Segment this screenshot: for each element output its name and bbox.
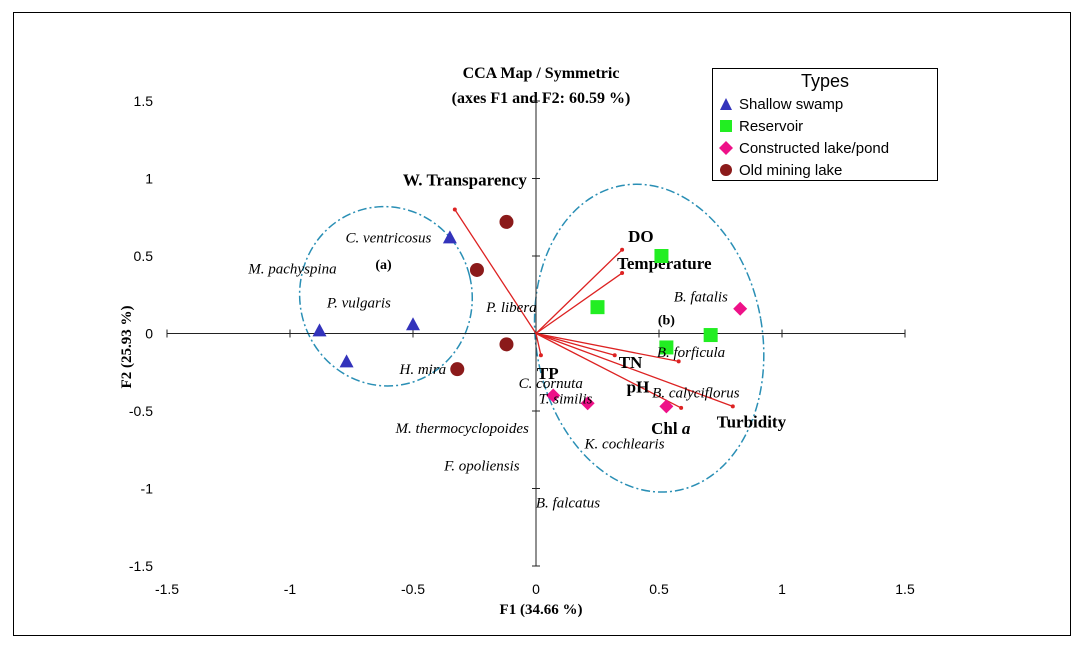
x-tick-label: -0.5 bbox=[401, 581, 425, 597]
vector-label-w-transparency: W. Transparency bbox=[403, 171, 528, 190]
vector-label-tn: TN bbox=[619, 353, 643, 372]
species-label-b-fatalis: B. fatalis bbox=[674, 289, 728, 305]
shallow-swamp-point bbox=[339, 354, 354, 368]
species-label-k-cochlearis: K. cochlearis bbox=[584, 437, 665, 453]
y-tick-label: -1.5 bbox=[129, 558, 153, 574]
ellipse-group-b bbox=[533, 183, 765, 493]
vector-chl-a bbox=[535, 332, 682, 409]
old-mining-lake-point bbox=[499, 214, 514, 229]
legend-label: Reservoir bbox=[739, 117, 804, 135]
y-tick-label: 0 bbox=[145, 326, 153, 342]
species-labels: C. ventricosus M. pachyspina P. vulgaris H.… bbox=[247, 230, 740, 511]
legend-label: Shallow swamp bbox=[739, 95, 844, 113]
vector-tn bbox=[535, 332, 615, 356]
vector-label-turbidity: Turbidity bbox=[717, 412, 787, 431]
vector-tip-tn bbox=[612, 353, 617, 358]
group-ellipses bbox=[298, 183, 765, 493]
circle-marker-icon bbox=[719, 163, 733, 177]
shallow-swamp-point bbox=[442, 230, 457, 244]
vector-tip-turbidity bbox=[730, 404, 735, 409]
species-label-c-cornuta: C. cornuta bbox=[519, 376, 583, 392]
tick-labels: -1.5 -1 -0.5 0 0.5 1 1.5 -1.5 -1 -0.5 0 0.5 1 1.5 bbox=[129, 93, 915, 597]
legend-label: Constructed lake/pond bbox=[739, 139, 890, 157]
species-label-h-mira: H. mira bbox=[399, 362, 447, 378]
group-label-a: (a) bbox=[375, 258, 392, 273]
species-label-f-opoliensis: F. opoliensis bbox=[443, 458, 520, 474]
y-tick-label: 1.5 bbox=[134, 93, 154, 109]
reservoir-point bbox=[654, 249, 669, 263]
vector-w-transparency bbox=[454, 209, 537, 334]
y-axis-label: F2 (25.93 %) bbox=[119, 306, 135, 389]
x-tick-label: -1 bbox=[284, 581, 297, 597]
shallow-swamp-point bbox=[406, 317, 420, 331]
constructed-lake-pond-point bbox=[659, 399, 674, 414]
legend-item-old-mining-lake: Old mining lake bbox=[713, 159, 937, 181]
vector-tip-tp bbox=[538, 353, 543, 358]
legend-title: Types bbox=[800, 71, 850, 91]
triangle-marker-icon bbox=[719, 97, 733, 111]
legend-item-reservoir: Reservoir bbox=[713, 115, 937, 137]
vector-tp bbox=[535, 333, 542, 356]
shallow-swamp-point bbox=[312, 323, 327, 337]
constructed-lake-pond-point bbox=[580, 396, 595, 411]
y-tick-label: 1 bbox=[145, 171, 153, 187]
reservoir-point bbox=[590, 300, 605, 315]
vector-turbidity bbox=[535, 332, 734, 407]
vector-label-chl-a: Chl a bbox=[651, 419, 691, 438]
old-mining-lake-point bbox=[499, 337, 514, 352]
species-label-b-forficula: B. forficula bbox=[657, 345, 725, 361]
vector-label-tp: TP bbox=[537, 364, 559, 383]
vector-label-ph: pH bbox=[627, 377, 650, 396]
group-labels: (a) (b) bbox=[375, 258, 675, 329]
diamond-marker-icon bbox=[719, 141, 733, 155]
x-axis-label: F1 (34.66 %) bbox=[500, 602, 583, 618]
x-tick-label: 1.5 bbox=[895, 581, 915, 597]
species-label-m-pachyspina: M. pachyspina bbox=[247, 261, 336, 277]
vector-ph bbox=[535, 332, 679, 363]
x-tick-label: 0.5 bbox=[649, 581, 669, 597]
constructed-lake-pond-point bbox=[546, 388, 561, 403]
reservoir-point bbox=[659, 340, 674, 355]
figure-frame bbox=[13, 12, 1071, 636]
site-points bbox=[312, 214, 748, 414]
chart-subtitle: (axes F1 and F2: 60.59 %) bbox=[452, 90, 631, 107]
vector-tip-w-transparency bbox=[452, 207, 457, 212]
legend-label: Old mining lake bbox=[739, 161, 843, 179]
x-tick-label: 1 bbox=[778, 581, 786, 597]
species-label-p-vulgaris: P. vulgaris bbox=[326, 296, 391, 312]
constructed-lake-pond-point bbox=[733, 301, 748, 316]
species-label-m-thermocyclopoides: M. thermocyclopoides bbox=[395, 421, 529, 437]
y-tick-label: -0.5 bbox=[129, 403, 153, 419]
vector-label-temperature: Temperature bbox=[617, 254, 712, 273]
y-tick-label: 0.5 bbox=[134, 248, 154, 264]
species-label-c-ventricosus: C. ventricosus bbox=[345, 230, 431, 246]
legend-item-shallow-swamp: Shallow swamp bbox=[713, 93, 937, 115]
reservoir-point bbox=[703, 328, 718, 343]
vector-tip-ph bbox=[676, 359, 681, 364]
environmental-vectors: W. Transparency DO Temperature TP TN pH Chl a T… bbox=[403, 171, 787, 438]
vector-tip-chl-a bbox=[679, 405, 684, 410]
vector-do bbox=[535, 249, 623, 334]
species-label-t-similis: T. similis bbox=[539, 392, 593, 408]
vector-tip-temperature bbox=[620, 271, 625, 276]
chart-title: CCA Map / Symmetric bbox=[463, 65, 620, 82]
species-label-p-libera: P. libera bbox=[485, 300, 537, 316]
x-tick-label: -1.5 bbox=[155, 581, 179, 597]
ellipse-group-a bbox=[298, 205, 474, 387]
species-label-b-calyciflorus: B. calyciflorus bbox=[652, 385, 740, 401]
vector-label-do: DO bbox=[628, 227, 654, 246]
vector-temperature bbox=[535, 272, 623, 335]
group-label-b: (b) bbox=[658, 314, 675, 329]
old-mining-lake-point bbox=[450, 362, 465, 377]
vector-tip-do bbox=[620, 247, 625, 252]
y-tick-label: -1 bbox=[141, 481, 154, 497]
legend-item-constructed-lake: Constructed lake/pond bbox=[713, 137, 937, 159]
old-mining-lake-point bbox=[469, 262, 484, 277]
x-tick-label: 0 bbox=[532, 581, 540, 597]
square-marker-icon bbox=[719, 119, 733, 133]
species-label-b-falcatus: B. falcatus bbox=[536, 495, 600, 511]
legend: Types Shallow swamp Reservoir Constructe… bbox=[712, 68, 938, 181]
